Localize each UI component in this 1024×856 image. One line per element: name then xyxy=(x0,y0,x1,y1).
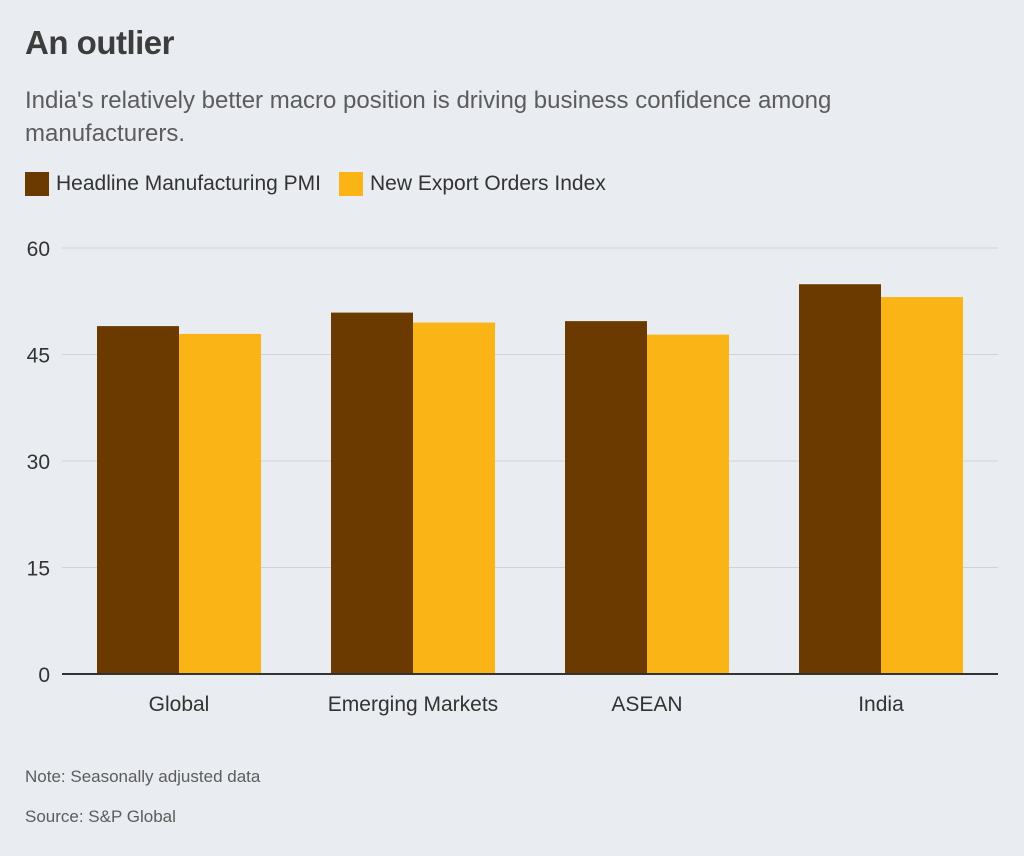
chart-note: Note: Seasonally adjusted data xyxy=(25,767,261,786)
legend-label-series-2: New Export Orders Index xyxy=(369,172,606,195)
bar-series-2 xyxy=(413,322,495,674)
x-tick-label: Emerging Markets xyxy=(328,693,498,716)
x-tick-label: India xyxy=(858,693,904,716)
legend-item-series-1: Headline Manufacturing PMI xyxy=(25,172,321,196)
legend-swatch-series-1 xyxy=(25,172,49,196)
y-tick-label: 30 xyxy=(27,451,50,474)
legend: Headline Manufacturing PMI New Export Or… xyxy=(25,172,624,196)
legend-label-series-1: Headline Manufacturing PMI xyxy=(56,172,321,195)
bar-series-2 xyxy=(647,334,729,674)
chart-source: Source: S&P Global xyxy=(25,807,176,826)
x-tick-label: ASEAN xyxy=(611,693,682,716)
legend-item-series-2: New Export Orders Index xyxy=(338,172,606,196)
bar-series-2 xyxy=(179,333,261,674)
y-tick-label: 0 xyxy=(38,664,50,687)
bar-series-1 xyxy=(331,312,413,674)
chart-subtitle: India's relatively better macro position… xyxy=(25,87,832,147)
bar-series-1 xyxy=(565,321,647,674)
y-tick-label: 15 xyxy=(27,558,50,581)
legend-swatch-series-2 xyxy=(338,172,363,196)
chart-title: An outlier xyxy=(25,24,175,61)
bar-series-1 xyxy=(97,326,179,674)
y-tick-label: 45 xyxy=(27,345,50,368)
bar-series-1 xyxy=(799,284,881,674)
y-tick-label: 60 xyxy=(27,238,50,261)
x-tick-label: Global xyxy=(149,693,210,716)
bar-series-2 xyxy=(881,296,963,674)
